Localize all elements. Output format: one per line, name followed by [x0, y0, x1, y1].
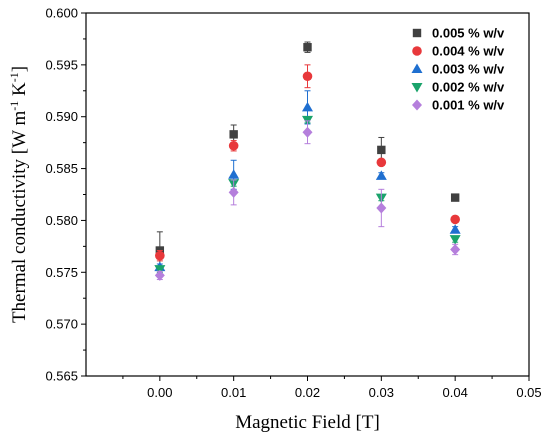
series-5: [154, 120, 461, 281]
legend-marker: [412, 99, 422, 111]
x-tick-label: 0.03: [369, 385, 394, 400]
legend-marker: [411, 83, 423, 93]
legend-label: 0.001 % w/v: [432, 98, 505, 113]
legend-item: 0.005 % w/v: [412, 26, 505, 41]
y-axis-title-part: Thermal conductivity [W m: [9, 111, 30, 324]
data-point: [376, 157, 387, 168]
data-point: [302, 101, 313, 112]
x-tick-label: 0.04: [443, 385, 468, 400]
y-tick-label: 0.575: [45, 265, 78, 280]
data-point: [376, 202, 387, 214]
y-tick-label: 0.565: [45, 369, 78, 384]
data-point: [450, 243, 461, 255]
legend-label: 0.002 % w/v: [432, 80, 505, 95]
y-tick-label: 0.570: [45, 317, 78, 332]
y-axis-title-superscript: -1: [7, 101, 21, 111]
y-tick-label: 0.585: [45, 161, 78, 176]
data-point: [302, 71, 313, 82]
data-point: [449, 224, 461, 234]
y-axis-title-part: ]: [9, 66, 30, 72]
data-point: [377, 145, 386, 155]
legend-label: 0.004 % w/v: [432, 44, 505, 59]
legend-item: 0.004 % w/v: [412, 44, 505, 59]
data-point: [303, 43, 312, 52]
legend-marker: [412, 46, 422, 56]
data-point: [449, 235, 461, 245]
data-point: [155, 250, 165, 261]
y-tick-label: 0.600: [45, 6, 78, 21]
legend-item: 0.001 % w/v: [412, 98, 505, 113]
x-tick-label: 0.02: [295, 385, 320, 400]
y-axis-title: Thermal conductivity [W m-1 K-1]: [7, 66, 30, 323]
data-point: [229, 130, 238, 139]
legend-label: 0.003 % w/v: [432, 62, 505, 77]
data-point: [228, 169, 240, 179]
x-axis-title: Magnetic Field [T]: [235, 412, 380, 433]
data-point: [228, 140, 239, 151]
legend: 0.005 % w/v 0.004 % w/v 0.003 % w/v 0.002 %…: [411, 26, 505, 113]
data-point: [450, 214, 460, 225]
legend-label: 0.005 % w/v: [432, 26, 505, 41]
data-point: [450, 193, 460, 202]
x-tick-label: 0.01: [221, 385, 246, 400]
data-point: [228, 186, 239, 198]
data-point: [154, 269, 165, 281]
legend-item: 0.003 % w/v: [411, 62, 505, 77]
data-point: [375, 170, 387, 180]
legend-item: 0.002 % w/v: [411, 80, 505, 95]
y-tick-label: 0.595: [45, 57, 78, 72]
data-point: [302, 126, 313, 138]
x-tick-label: 0.05: [516, 385, 541, 400]
y-axis-title-superscript: -1: [7, 72, 21, 82]
y-axis-title-part: K: [9, 82, 30, 101]
series-2: [155, 64, 460, 262]
legend-marker: [412, 28, 422, 38]
y-tick-label: 0.590: [45, 109, 78, 124]
x-tick-label: 0.00: [147, 385, 172, 400]
legend-marker: [411, 63, 423, 73]
y-tick-label: 0.580: [45, 213, 78, 228]
